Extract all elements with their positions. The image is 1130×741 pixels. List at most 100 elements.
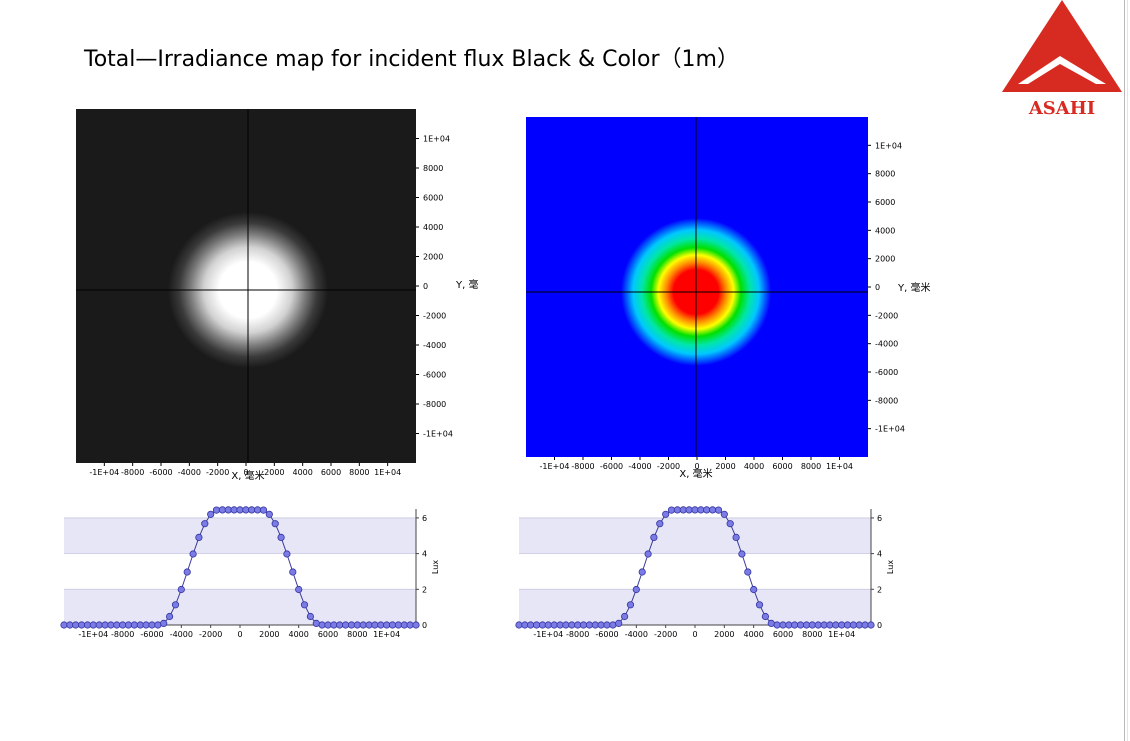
y-tick-label: 2000 — [875, 255, 895, 264]
slide-title: Total—Irradiance map for incident flux B… — [84, 47, 739, 72]
profile-point — [568, 621, 576, 629]
profile-point — [412, 621, 420, 629]
y-tick-label: 2 — [422, 585, 427, 594]
x-tick-label: 6000 — [321, 468, 341, 477]
profile-point — [738, 550, 746, 558]
y-tick-label: -2000 — [423, 312, 446, 321]
y-tick-label: 1E+04 — [875, 141, 902, 150]
y-tick-label: -4000 — [875, 340, 898, 349]
y-tick-label: 2 — [877, 585, 882, 594]
y-tick-label: -4000 — [423, 341, 446, 350]
profile-point — [744, 568, 752, 576]
profile-point — [662, 510, 670, 518]
x-tick-label: -8000 — [121, 468, 144, 477]
x-tick-label: -8000 — [111, 630, 134, 639]
x-tick-label: 2000 — [264, 468, 284, 477]
y-axis-label: Lux — [431, 560, 440, 574]
irradiance-profile-color: -1E+04 -8000 -6000 -4000 -2000 0 2000 4000 6000 8… — [515, 506, 895, 639]
x-tick-label: 8000 — [349, 468, 369, 477]
profile-point — [277, 533, 285, 542]
x-tick-label: 0 — [243, 468, 248, 477]
y-tick-label: -1E+04 — [423, 430, 453, 439]
x-tick-label: -4000 — [625, 630, 648, 639]
profile-point — [230, 506, 238, 514]
x-tick-label: -6000 — [595, 630, 618, 639]
x-tick-label: 1E+04 — [826, 462, 853, 471]
x-tick-label: -2000 — [199, 630, 222, 639]
profile-point — [177, 585, 185, 594]
profile-point — [295, 585, 303, 594]
x-axis-label: X, 毫米 — [231, 469, 264, 482]
profile-point — [388, 621, 397, 629]
grid-band — [64, 517, 416, 554]
profile-point — [312, 619, 320, 628]
profile-point — [306, 612, 314, 621]
y-tick-label: 2000 — [423, 253, 443, 262]
profile-point — [271, 520, 279, 528]
profile-point — [843, 621, 852, 629]
y-tick-label: 8000 — [423, 164, 443, 173]
y-tick-label: -8000 — [423, 400, 446, 409]
profile-point — [814, 621, 822, 629]
x-tick-label: 2000 — [715, 462, 735, 471]
y-tick-label: 4000 — [875, 226, 895, 235]
y-axis-label: Y, 毫 — [455, 278, 478, 291]
x-tick-label: 1E+04 — [828, 630, 855, 639]
profile-point — [124, 621, 133, 629]
profile-point — [755, 601, 764, 609]
y-tick-label: 4 — [877, 550, 882, 559]
x-tick-label: 2000 — [259, 630, 279, 639]
profile-point — [254, 506, 262, 514]
x-tick-label: 8000 — [347, 630, 367, 639]
grid-band — [519, 589, 871, 625]
profile-point — [201, 520, 209, 528]
profile-point — [195, 533, 203, 542]
x-tick-label: -1E+04 — [89, 468, 119, 477]
profile-point — [796, 621, 805, 629]
x-tick-label: -1E+04 — [78, 630, 108, 639]
profile-point — [77, 621, 86, 629]
profile-point — [726, 520, 734, 528]
x-tick-label: 4000 — [743, 630, 763, 639]
y-tick-label: 0 — [877, 621, 882, 630]
x-tick-label: -2000 — [657, 462, 680, 471]
profile-point — [283, 550, 291, 558]
profile-point — [621, 612, 629, 621]
y-tick-label: 6 — [422, 514, 427, 523]
irradiance-profile-black: -1E+04 -8000 -6000 -4000 -2000 0 2000 4000 6000 8… — [60, 506, 440, 639]
y-tick-label: 0 — [422, 621, 427, 630]
profile-point — [207, 510, 215, 518]
y-tick-label: 4 — [422, 550, 427, 559]
profile-point — [236, 506, 244, 514]
profile-point — [532, 621, 541, 629]
x-tick-label: 6000 — [318, 630, 338, 639]
profile-point — [166, 612, 174, 621]
x-tick-label: 0 — [237, 630, 242, 639]
x-tick-label: -6000 — [140, 630, 163, 639]
x-tick-label: 4000 — [288, 630, 308, 639]
profile-point — [544, 621, 552, 629]
x-tick-label: 6000 — [773, 630, 793, 639]
profile-point — [714, 506, 723, 514]
y-tick-label: -6000 — [875, 368, 898, 377]
profile-point — [324, 621, 332, 629]
profile-point — [585, 621, 594, 629]
x-tick-label: -1E+04 — [533, 630, 563, 639]
profile-point — [341, 621, 350, 629]
x-tick-label: -1E+04 — [540, 462, 570, 471]
profile-point — [550, 621, 558, 629]
profile-point — [703, 506, 711, 514]
x-tick-label: 2000 — [714, 630, 734, 639]
profile-point — [673, 506, 681, 514]
profile-point — [160, 619, 168, 628]
x-tick-label: -6000 — [149, 468, 172, 477]
x-tick-label: 0 — [694, 462, 699, 471]
profile-point — [89, 621, 97, 629]
y-axis-label: Lux — [886, 560, 895, 574]
profile-point — [142, 621, 150, 629]
profile-point — [615, 619, 623, 628]
y-tick-label: 6000 — [875, 198, 895, 207]
profile-point — [515, 621, 523, 629]
grid-band — [519, 517, 871, 554]
profile-point — [265, 510, 273, 518]
